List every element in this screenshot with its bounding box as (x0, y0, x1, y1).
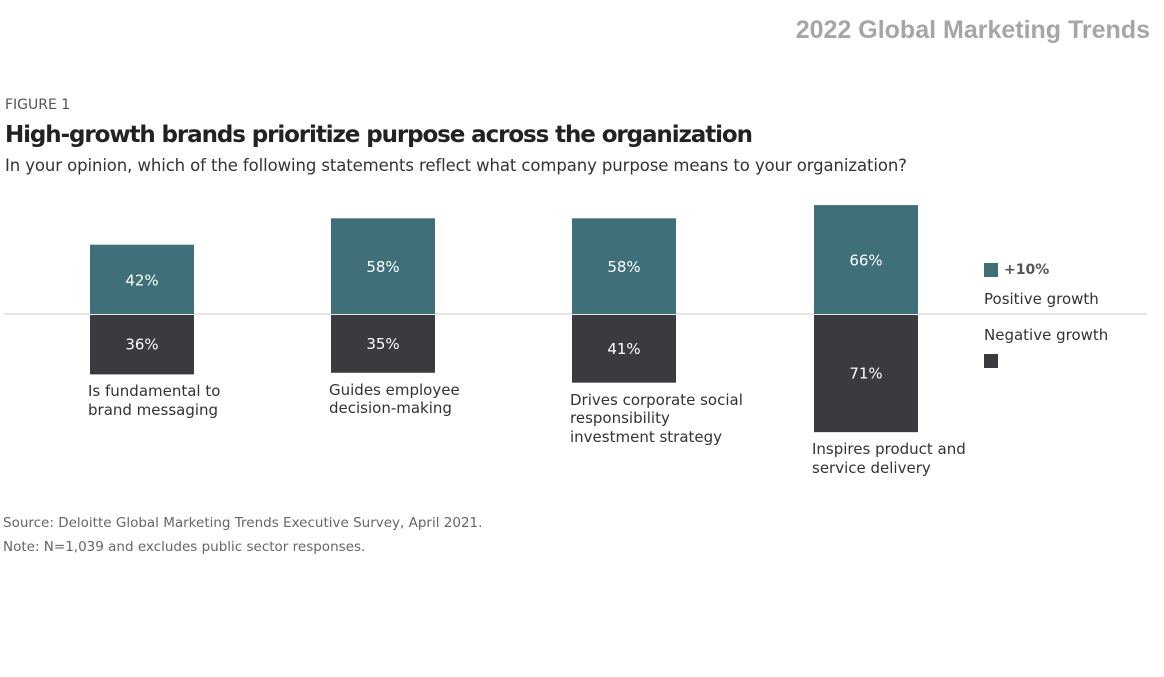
category-label-line: responsibility (570, 409, 670, 428)
bar-positive-value-label: 58% (366, 258, 399, 276)
category-label-line: Drives corporate social (570, 390, 743, 409)
bar-positive (90, 244, 194, 314)
category-label-line: Inspires product and (812, 440, 966, 459)
source-note: Source: Deloitte Global Marketing Trends… (3, 515, 483, 531)
bar-negative (331, 315, 435, 373)
legend-positive-value: +10% (1004, 262, 1050, 278)
category-label: Is fundamental to brand messaging (88, 382, 263, 419)
category-label-line: decision-making (329, 399, 452, 418)
chart-title: High-growth brands prioritize purpose ac… (5, 122, 753, 148)
category-label-line: Is fundamental to (88, 382, 221, 401)
bar-negative-value-label: 71% (849, 365, 882, 383)
bar-positive-value-label: 66% (849, 252, 882, 270)
category-label: Drives corporate social responsibility inv… (570, 391, 745, 447)
chart-subtitle: In your opinion, which of the following … (5, 156, 907, 175)
bar-negative (572, 315, 676, 383)
bar-positive (572, 218, 676, 314)
bar-positive (331, 218, 435, 314)
bar-negative (90, 315, 194, 375)
category-label-line: Guides employee (329, 380, 460, 399)
bar-negative (814, 315, 918, 433)
bar-positive-value-label: 42% (125, 271, 158, 289)
legend-positive-swatch (984, 263, 998, 277)
bar-negative-value-label: 36% (125, 336, 158, 354)
legend-positive-label: Positive growth (984, 290, 1099, 308)
category-label: Guides employee decision-making (329, 381, 504, 418)
category-label-line: brand messaging (88, 400, 219, 419)
category-label-line: investment strategy (570, 427, 723, 446)
bar-positive (814, 205, 918, 314)
legend-negative-label: Negative growth (984, 326, 1109, 344)
legend-negative-swatch (984, 354, 998, 368)
sample-note: Note: N=1,039 and excludes public sector… (3, 539, 366, 555)
category-label: Inspires product and service delivery (812, 440, 987, 477)
bar-negative-value-label: 41% (607, 340, 640, 358)
category-label-line: service delivery (812, 458, 931, 477)
bar-positive-value-label: 58% (607, 258, 640, 276)
figure-label: FIGURE 1 (5, 97, 71, 113)
brand-title: 2022 Global Marketing Trends (795, 16, 1150, 44)
bar-negative-value-label: 35% (366, 335, 399, 353)
